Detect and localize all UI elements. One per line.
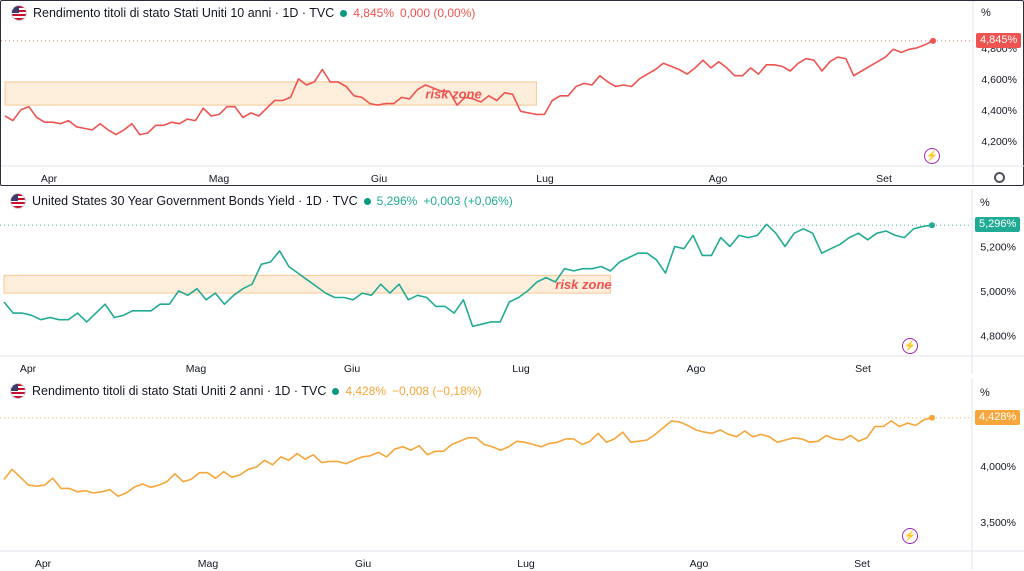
chart-pane-10y[interactable]: Rendimento titoli di stato Stati Uniti 1… [0, 0, 1024, 186]
lightning-icon[interactable]: ⚡ [902, 338, 918, 354]
chart-pane-2y[interactable]: Rendimento titoli di stato Stati Uniti 2… [0, 379, 1024, 571]
x-tick-label: Apr [20, 363, 37, 375]
x-tick-label: Apr [35, 558, 52, 570]
x-tick-label: Lug [536, 173, 554, 185]
market-status-dot-icon [332, 387, 340, 395]
change-value: 0,000 (0,00%) [400, 6, 476, 20]
legend-2y: Rendimento titoli di stato Stati Uniti 2… [10, 383, 481, 399]
chart-canvas-30y[interactable]: 4,800% 5,000% 5,200% Apr Mag Giu Lug Ago Set risk… [0, 189, 1024, 376]
us-flag-icon [10, 193, 26, 209]
chart-pane-30y[interactable]: United States 30 Year Government Bonds Y… [0, 189, 1024, 376]
x-tick-label: Ago [687, 363, 706, 375]
risk-zone-label: risk zone [555, 277, 611, 292]
x-tick-label: Mag [186, 363, 207, 375]
price-scale-unit[interactable]: % [980, 387, 990, 399]
x-tick-label: Apr [41, 173, 58, 185]
series-line [3, 416, 933, 498]
settings-gear-icon[interactable] [994, 172, 1005, 183]
chart-canvas-10y[interactable]: 4,200%4,400%4,600%4,800%Apr Mag Giu Lug Ago S… [1, 1, 1024, 187]
series-title[interactable]: Rendimento titoli di stato Stati Uniti 1… [33, 6, 335, 20]
change-value: −0,008 (−0,18%) [392, 384, 482, 398]
last-price-label: 4,428% [975, 409, 1021, 425]
y-tick-label: 4,400% [981, 105, 1017, 117]
x-tick-label: Set [876, 173, 892, 185]
chart-canvas-2y[interactable]: 3,500% 4,000% Apr Mag Giu Lug Ago Set [0, 379, 1024, 571]
y-tick-label: 4,000% [980, 461, 1016, 473]
price-scale-unit[interactable]: % [980, 197, 990, 209]
x-tick-label: Giu [371, 173, 388, 185]
x-tick-label: Lug [517, 558, 535, 570]
x-tick-label: Mag [209, 173, 230, 185]
series-line [4, 40, 934, 136]
x-tick-label: Mag [198, 558, 219, 570]
series-line [3, 223, 933, 328]
series-title[interactable]: United States 30 Year Government Bonds Y… [32, 194, 358, 208]
last-value: 4,845% [353, 6, 394, 20]
last-value: 5,296% [376, 194, 418, 208]
x-tick-label: Ago [709, 173, 728, 185]
us-flag-icon [10, 383, 26, 399]
market-status-dot-icon [340, 9, 348, 17]
y-tick-label: 3,500% [980, 517, 1016, 529]
x-tick-label: Set [854, 558, 870, 570]
x-tick-label: Lug [512, 363, 530, 375]
y-tick-label: 4,600% [981, 74, 1017, 86]
lightning-icon[interactable]: ⚡ [924, 148, 940, 164]
market-status-dot-icon [363, 197, 371, 205]
x-tick-label: Ago [690, 558, 709, 570]
lightning-icon[interactable]: ⚡ [902, 528, 918, 544]
x-tick-label: Giu [344, 363, 361, 375]
last-point-marker [930, 37, 936, 44]
y-tick-label: 4,200% [981, 136, 1017, 148]
change-value: +0,003 (+0,06%) [423, 194, 513, 208]
risk-zone-rect [3, 274, 611, 294]
last-point-marker [929, 222, 935, 229]
x-tick-label: Giu [355, 558, 372, 570]
last-value: 4,428% [345, 384, 387, 398]
legend-30y: United States 30 Year Government Bonds Y… [10, 193, 513, 209]
price-scale-unit[interactable]: % [981, 7, 991, 19]
last-point-marker [929, 414, 935, 421]
y-tick-label: 5,000% [980, 286, 1016, 298]
y-tick-label: 5,200% [980, 242, 1016, 254]
us-flag-icon [11, 5, 27, 21]
series-title[interactable]: Rendimento titoli di stato Stati Uniti 2… [32, 384, 327, 398]
legend-10y: Rendimento titoli di stato Stati Uniti 1… [11, 5, 475, 21]
y-tick-label: 4,800% [980, 330, 1016, 342]
x-tick-label: Set [855, 363, 871, 375]
last-price-label: 4,845% [976, 32, 1022, 48]
last-price-label: 5,296% [975, 217, 1021, 233]
